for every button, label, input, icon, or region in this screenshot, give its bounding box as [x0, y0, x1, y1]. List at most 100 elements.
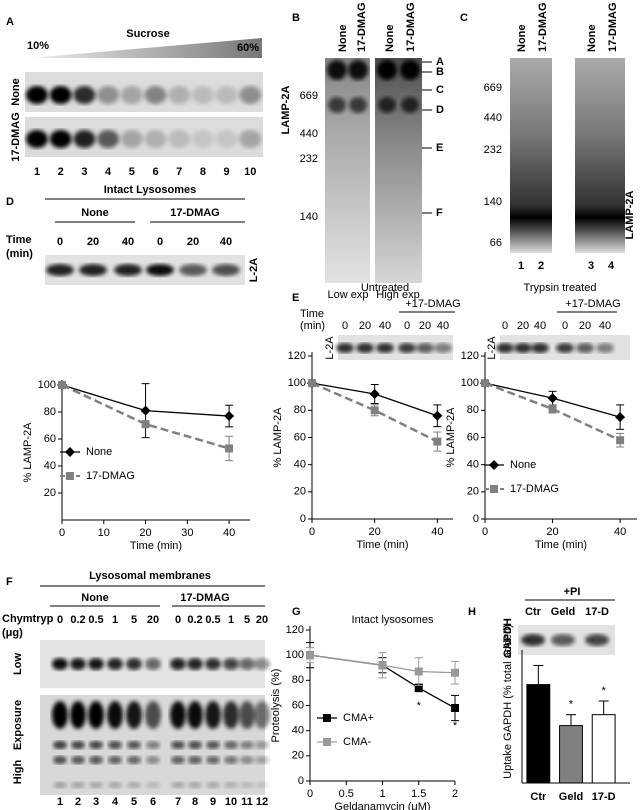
blot-band [224, 756, 238, 764]
blot-band [127, 741, 141, 749]
blot-band [52, 701, 68, 729]
dose-value: 0 [57, 614, 63, 626]
blot-band [212, 264, 240, 276]
dose-label: Chymtryp [2, 613, 54, 625]
blot-band [107, 658, 123, 670]
annotation: * [569, 699, 574, 711]
blot-band [240, 741, 254, 749]
column-label: None [516, 25, 528, 53]
blot-band [551, 634, 575, 646]
blot-band [46, 264, 74, 276]
panel-letter: G [292, 606, 301, 618]
blot-band [168, 130, 191, 148]
point [225, 444, 234, 453]
blot-band [206, 782, 220, 788]
exposure-label: High exp [376, 289, 419, 301]
blot-band [126, 658, 142, 670]
x-axis-label: Time (min) [535, 539, 587, 551]
x-tick-label: Ctr [530, 791, 547, 803]
time-value: 20 [579, 320, 591, 332]
blot-band [89, 741, 103, 749]
legend-marker [323, 714, 331, 722]
y-tick-label: 100 [461, 377, 479, 389]
blot-band [378, 97, 396, 113]
blot-band [348, 60, 368, 80]
blot-band [223, 701, 239, 729]
blot [375, 58, 422, 283]
x-axis-label: Time (min) [356, 539, 408, 551]
mw-marker: 232 [484, 144, 502, 156]
mw-marker: 66 [490, 237, 502, 249]
gradient-high: 60% [237, 42, 259, 54]
time-value: 20 [359, 320, 371, 332]
mw-marker: 440 [300, 128, 318, 140]
group-label: 17-DMAG [180, 592, 230, 604]
blot [510, 58, 552, 253]
group-label: None [81, 207, 109, 219]
y-tick-label: 80 [292, 674, 304, 686]
blot-band [114, 264, 142, 276]
legend-marker [65, 447, 75, 457]
blot-band [170, 701, 186, 729]
blot [575, 58, 625, 253]
lane-number: 8 [192, 796, 198, 808]
blot-band [53, 741, 67, 749]
blot-band [127, 756, 141, 764]
y-tick-label: 100 [288, 377, 306, 389]
blot-band [168, 86, 191, 104]
time-value: 0 [502, 320, 508, 332]
x-axis-label: Time (min) [130, 540, 182, 552]
blot-band [107, 701, 123, 729]
lane-number: 1 [34, 166, 40, 178]
y-tick-label: 20 [467, 486, 479, 498]
column-label: None [384, 25, 396, 53]
time-value: 40 [534, 320, 546, 332]
blot-band [26, 130, 48, 148]
lane-number: 4 [608, 260, 615, 272]
y-tick-label: 60 [294, 431, 306, 443]
time-value: 20 [517, 320, 529, 332]
legend-label: 17-DMAG [510, 483, 559, 495]
blot-band [144, 130, 167, 148]
dose-value: 0.2 [187, 614, 202, 626]
legend-label: 17-DMAG [86, 470, 135, 482]
blot-band [521, 634, 545, 646]
blot-band [254, 701, 270, 729]
blot-band [79, 264, 107, 276]
blot-band [97, 86, 120, 104]
time-value: 0 [157, 236, 163, 248]
y-tick-label: 100 [286, 649, 304, 661]
blot-band [171, 782, 185, 788]
blot-label: L-2A [248, 258, 260, 283]
band-label: A [436, 56, 444, 68]
x-tick-label: 1.5 [411, 788, 426, 800]
blot-band [188, 782, 202, 788]
blot-band [170, 658, 186, 670]
blot-band [171, 756, 185, 764]
blot-band [496, 343, 514, 353]
time-value: 0 [342, 320, 348, 332]
time-value: 40 [220, 236, 232, 248]
lane-number: 9 [210, 796, 216, 808]
blot-band [556, 343, 574, 353]
x-tick-label: 0 [307, 788, 313, 800]
time-value: 40 [379, 320, 391, 332]
band-label: B [436, 66, 444, 78]
time-label: (min) [300, 320, 325, 332]
band-label: C [436, 84, 444, 96]
blot-band [146, 264, 174, 276]
blot-band [239, 658, 255, 670]
lane-number: 8 [200, 166, 206, 178]
blot-band [49, 86, 72, 104]
blot-band [73, 86, 96, 104]
point [141, 420, 150, 429]
lane-number: 3 [93, 796, 99, 808]
time-value: 40 [599, 320, 611, 332]
x-tick-label: 30 [181, 527, 193, 539]
y-tick-label: 60 [292, 699, 304, 711]
point [369, 389, 380, 400]
blot-band [215, 130, 238, 148]
bar [591, 714, 616, 784]
dose-value: 20 [256, 614, 268, 626]
